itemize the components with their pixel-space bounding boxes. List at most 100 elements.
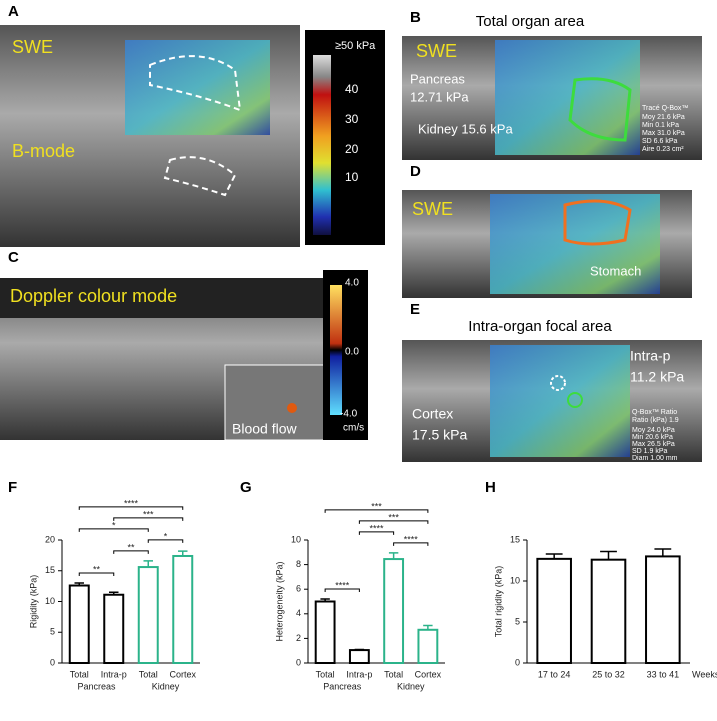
bar [645,555,681,665]
group-label: Kidney [397,681,425,691]
organ-label: Stomach [590,263,641,278]
panel-label: H [485,479,496,496]
x-tick-label: 33 to 41 [647,669,680,679]
y-axis-label: Heterogeneity (kPa) [274,561,284,641]
qbox-text: Max 31.0 kPa [642,130,685,137]
x-tick-label: 25 to 32 [592,669,625,679]
x-tick-label: Total [139,669,158,679]
qbox-text: Diam 1.00 mm [632,455,678,462]
organ-label: Kidney 15.6 kPa [418,121,513,136]
colorbar-label: 30 [345,112,359,126]
error-bar [654,548,672,557]
colorbar-label: 40 [345,82,359,96]
organ-label: Pancreas [410,71,465,86]
qbox-text: SD 1.9 kPa [632,448,668,455]
group-label: Kidney [152,681,180,691]
panel-label: G [240,479,252,496]
significance-bracket [113,550,149,554]
x-tick-label: Intra-p [101,669,127,679]
y-tick-label: 10 [510,575,520,585]
panel-e: E Intra-organ focal area Intra-p 11.2 kP… [402,301,702,462]
y-tick-label: 10 [291,534,301,544]
bar [590,558,627,664]
y-tick-label: 8 [296,559,301,569]
qbox-text: Tracé Q-Box™ [642,105,688,112]
bar [103,593,125,664]
significance-label: ** [93,564,101,574]
bar [172,554,194,664]
x-tick-label: Cortex [415,669,442,679]
error-bar [109,591,119,595]
region-value: 11.2 kPa [630,369,684,385]
significance-label: ** [127,542,135,552]
x-tick-label: Intra-p [346,669,372,679]
region-label: Cortex [412,406,453,422]
y-tick-label: 6 [296,584,301,594]
panel-b: B Total organ area SWE Pancreas 12.71 kP… [402,9,702,160]
y-tick-label: 2 [296,633,301,643]
x-tick-label: Total [316,669,335,679]
bar [417,628,439,664]
significance-bracket [393,542,429,546]
error-bar [74,582,84,586]
significance-label: **** [404,534,419,544]
bar [348,649,370,665]
qbox-text: Ratio (kPa) 1.9 [632,417,679,424]
significance-label: **** [369,523,384,533]
error-bar [320,598,330,602]
y-tick-label: 5 [515,616,520,626]
panel-title: Total organ area [476,13,585,30]
qbox-text: Moy 24.0 kPa [632,427,675,434]
region-value: 17.5 kPa [412,427,467,443]
panel-title: Intra-organ focal area [468,318,612,335]
inset-label: Blood flow [232,421,297,437]
swe-overlay [125,40,270,135]
y-tick-label: 10 [45,596,55,606]
colorbar-label: ≥50 kPa [335,40,376,52]
panel-label: C [8,249,19,266]
bar [137,566,159,664]
qbox-text: Q-Box™ Ratio [632,409,677,416]
colorbar-label: 20 [345,142,359,156]
colorbar-label: -4.0 [340,409,358,420]
qbox-text: SD 6.6 kPa [642,138,678,145]
panel-label: B [410,9,421,26]
bar [383,558,405,664]
error-bar [354,648,365,651]
significance-bracket [113,517,184,521]
bar [314,600,336,664]
error-bar [388,552,399,560]
x-tick-label: 17 to 24 [538,669,571,679]
significance-label: * [112,520,116,530]
y-tick-label: 0 [50,657,55,667]
y-tick-label: 20 [45,534,55,544]
significance-label: *** [143,509,154,519]
qbox-text: Max 26.5 kPa [632,441,675,448]
x-tick-label: Total [70,669,89,679]
panel-a: A SWE B-mode ≥50 kPa 40 30 20 10 [0,3,385,247]
significance-bracket [358,531,395,535]
qbox-text: Min 0.1 kPa [642,122,679,129]
error-bar [600,550,617,560]
significance-label: *** [371,501,382,511]
qbox-text: Aire 0.23 cm² [642,146,684,153]
colorbar-label: 4.0 [345,278,359,289]
qbox-text: Moy 21.6 kPa [642,114,685,121]
y-axis-label: Total rigidity (kPa) [493,566,503,638]
swe-label: SWE [416,41,457,61]
organ-value: 12.71 kPa [410,89,469,104]
colorbar-label: 0.0 [345,347,359,358]
colorbar-label: cm/s [343,423,364,434]
panel-d: D SWE Stomach [402,163,692,298]
y-tick-label: 0 [296,657,301,667]
panel-label: A [8,3,19,20]
error-bar [178,550,188,556]
x-tick-label: Cortex [169,669,196,679]
significance-bracket [78,572,115,577]
colorbar [313,55,331,235]
y-tick-label: 15 [510,534,520,544]
x-tick-label: Total [384,669,403,679]
mode-label: Doppler colour mode [10,286,177,306]
bar [536,557,572,664]
